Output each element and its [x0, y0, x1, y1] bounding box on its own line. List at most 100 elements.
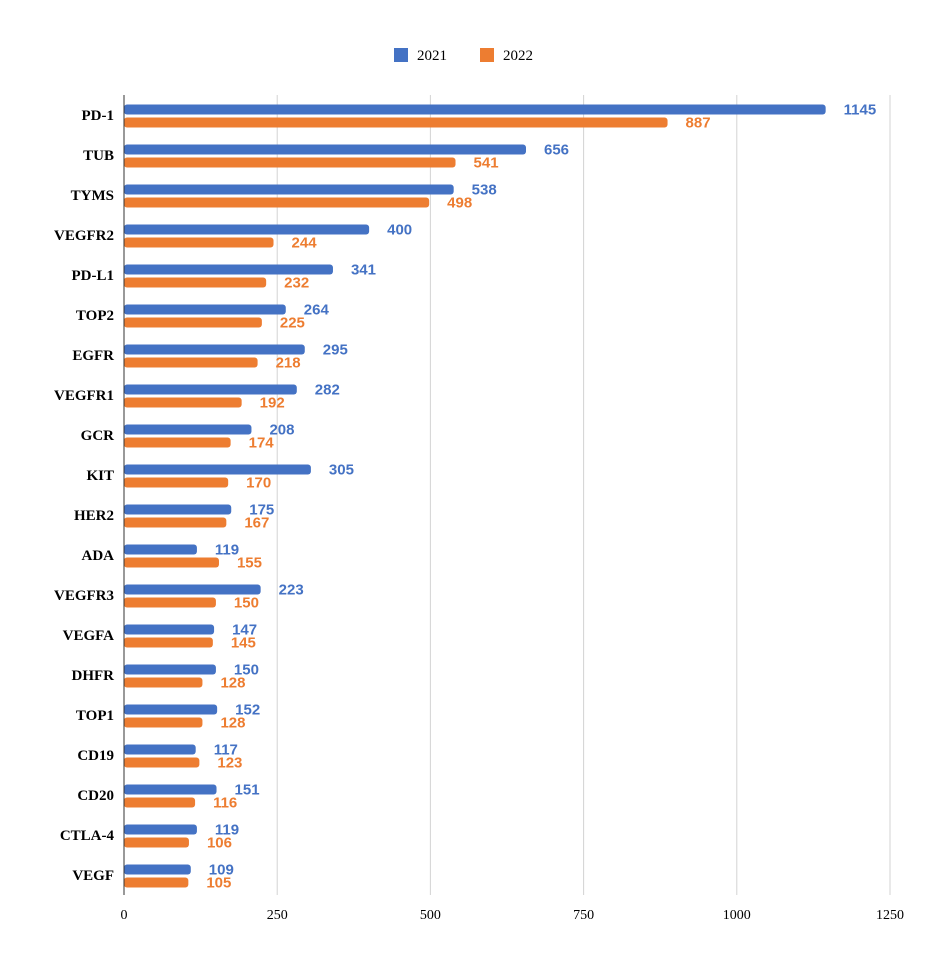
bar-2022	[124, 797, 196, 808]
data-label-2022: 174	[249, 435, 275, 452]
data-label-2022: 155	[237, 555, 262, 572]
category-label: VEGF	[72, 868, 114, 884]
x-tick-label: 750	[573, 908, 594, 923]
bar-2022	[124, 517, 227, 528]
bar-2021	[124, 264, 333, 275]
bar-2021	[124, 864, 191, 875]
category-label: EGFR	[72, 348, 114, 364]
bar-2022	[124, 477, 229, 488]
data-label-2022: 498	[447, 195, 472, 212]
data-label-2022: 541	[474, 155, 499, 172]
data-label-2021: 119	[215, 542, 239, 559]
bar-2022	[124, 277, 267, 288]
bar-2022	[124, 197, 430, 208]
data-label-2021: 109	[209, 862, 234, 879]
data-label-2022: 167	[244, 515, 269, 532]
data-label-2021: 282	[315, 382, 340, 399]
data-label-2021: 656	[544, 142, 569, 159]
data-label-2022: 887	[686, 115, 711, 132]
bar-2021	[124, 784, 217, 795]
data-label-2021: 264	[304, 302, 330, 319]
bar-2022	[124, 437, 231, 448]
data-label-2021: 295	[323, 342, 348, 359]
data-label-2021: 175	[249, 502, 274, 519]
bar-2022	[124, 117, 668, 128]
bar-2021	[124, 304, 286, 315]
bar-2021	[124, 184, 454, 195]
category-label: VEGFR1	[54, 388, 114, 404]
bar-2022	[124, 677, 203, 688]
x-tick-label: 500	[420, 908, 441, 923]
category-label: VEGFR3	[54, 588, 114, 604]
data-label-2021: 117	[214, 742, 238, 759]
category-label: PD-1	[82, 108, 115, 124]
category-labels: PD-1 TUB TYMS VEGFR2 PD-L1 TOP2 EGFR VEGFR1 GCR K…	[54, 108, 114, 884]
category-label: CD19	[77, 748, 114, 764]
data-label-2022: 105	[206, 875, 231, 892]
legend-label-2022: 2022	[503, 48, 533, 64]
data-label-2022: 244	[292, 235, 318, 252]
data-label-2022: 150	[234, 595, 259, 612]
data-label-2021: 305	[329, 462, 354, 479]
bar-2022	[124, 317, 262, 328]
category-label: HER2	[74, 508, 114, 524]
bar-2022	[124, 757, 200, 768]
data-label-2021: 538	[472, 182, 497, 199]
category-label: GCR	[81, 428, 115, 444]
bar-2022	[124, 397, 242, 408]
category-label: TYMS	[71, 188, 114, 204]
data-label-2021: 223	[279, 582, 304, 599]
category-label: TOP1	[76, 708, 114, 724]
data-label-2022: 128	[220, 675, 245, 692]
data-label-2022: 116	[213, 795, 237, 812]
data-label-2021: 1145	[844, 102, 877, 119]
bar-2021	[124, 384, 297, 395]
bar-2022	[124, 877, 189, 888]
bar-2021	[124, 544, 197, 555]
x-tick-label: 1250	[876, 908, 904, 923]
category-label: PD-L1	[72, 268, 115, 284]
bar-2021	[124, 624, 215, 635]
bar-2021	[124, 224, 370, 235]
bar-2021	[124, 664, 216, 675]
bar-2021	[124, 464, 311, 475]
data-label-2022: 192	[260, 395, 285, 412]
category-label: CTLA-4	[60, 828, 115, 844]
data-label-2022: 232	[284, 275, 309, 292]
x-tick-label: 1000	[723, 908, 751, 923]
legend: 2021 2022	[394, 48, 533, 64]
bar-2022	[124, 637, 213, 648]
data-label-2022: 128	[220, 715, 245, 732]
category-label: VEGFA	[63, 628, 115, 644]
category-label: KIT	[86, 468, 114, 484]
x-tick-label: 250	[267, 908, 288, 923]
bar-2021	[124, 824, 197, 835]
data-label-2022: 123	[217, 755, 242, 772]
legend-swatch-2021	[394, 48, 408, 62]
bar-2021	[124, 104, 826, 115]
bar-2022	[124, 837, 189, 848]
bar-2022	[124, 557, 219, 568]
bar-2022	[124, 717, 203, 728]
data-label-2021: 400	[387, 222, 412, 239]
bar-2022	[124, 157, 456, 168]
category-label: VEGFR2	[54, 228, 114, 244]
category-label: CD20	[77, 788, 114, 804]
data-label-2021: 150	[234, 662, 259, 679]
data-label-2021: 341	[351, 262, 376, 279]
bar-2022	[124, 357, 258, 368]
category-label: DHFR	[72, 668, 115, 684]
bar-2021	[124, 344, 305, 355]
data-label-2021: 151	[235, 782, 260, 799]
data-label-2021: 208	[269, 422, 294, 439]
data-label-2022: 170	[246, 475, 271, 492]
data-label-2022: 218	[276, 355, 301, 372]
legend-swatch-2022	[480, 48, 494, 62]
data-label-2021: 152	[235, 702, 260, 719]
data-label-2021: 119	[215, 822, 239, 839]
gridlines	[276, 95, 891, 895]
bar-2021	[124, 144, 526, 155]
x-tick-label: 0	[121, 908, 128, 923]
